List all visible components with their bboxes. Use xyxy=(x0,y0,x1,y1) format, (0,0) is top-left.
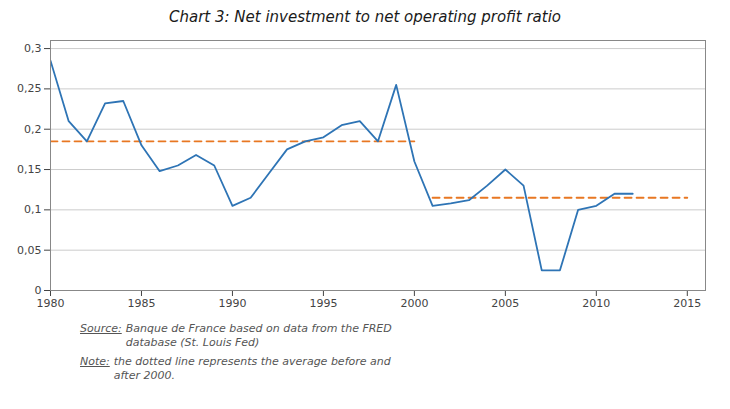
svg-text:0,3: 0,3 xyxy=(24,42,42,55)
svg-text:1985: 1985 xyxy=(127,297,155,310)
svg-text:1990: 1990 xyxy=(218,297,246,310)
svg-text:0,25: 0,25 xyxy=(17,82,42,95)
svg-text:2000: 2000 xyxy=(400,297,428,310)
html-text:Source: Banque de France based: Source: Banque de France based on data f… xyxy=(80,322,392,350)
svg-text:0,1: 0,1 xyxy=(24,203,42,216)
svg-text:0,2: 0,2 xyxy=(24,123,42,136)
svg-text:0: 0 xyxy=(35,284,42,297)
svg-text:1980: 1980 xyxy=(37,297,65,310)
svg-text:2005: 2005 xyxy=(491,297,519,310)
html-text:Chart 3: Net investment to net: Chart 3: Net investment to net operating… xyxy=(169,8,561,26)
svg-text:2010: 2010 xyxy=(582,297,610,310)
svg-text:2015: 2015 xyxy=(673,297,701,310)
svg-text:0,05: 0,05 xyxy=(17,244,42,257)
svg-text:0,15: 0,15 xyxy=(17,163,42,176)
html-text:Note: the dotted line represen: Note: the dotted line represents the ave… xyxy=(80,354,391,382)
svg-text:1995: 1995 xyxy=(309,297,337,310)
